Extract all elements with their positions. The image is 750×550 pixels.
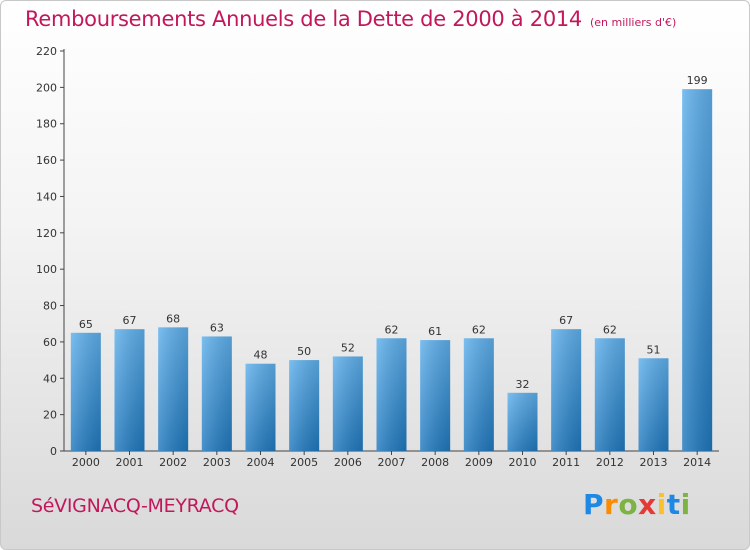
chart-subtitle: (en milliers d'€) [590, 16, 677, 29]
bar-shade-2001 [114, 329, 145, 451]
y-tick-label: 220 [36, 45, 57, 58]
x-tick-label: 2011 [552, 456, 580, 469]
y-tick-label: 80 [43, 300, 57, 313]
bar-value-label: 51 [647, 343, 661, 356]
bar-shade-2009 [463, 338, 494, 451]
y-tick-label: 60 [43, 336, 57, 349]
bar-value-label: 62 [603, 323, 617, 336]
bar-value-label: 61 [428, 325, 442, 338]
bar-value-label: 48 [254, 349, 268, 362]
y-tick-label: 40 [43, 372, 57, 385]
x-tick-label: 2001 [116, 456, 144, 469]
bar-value-label: 32 [516, 378, 530, 391]
bar-shade-2002 [158, 327, 189, 451]
bar-shade-2004 [245, 363, 276, 451]
bar-value-label: 67 [123, 314, 137, 327]
x-tick-label: 2002 [159, 456, 187, 469]
bar-shade-2000 [70, 332, 101, 451]
city-name: SéVIGNACQ-MEYRACQ [31, 495, 239, 517]
chart-axes: 0 20 40 60 80 100 120 140 160 180 200 220 2000 2001 20… [36, 45, 719, 469]
x-tick-label: 2006 [334, 456, 362, 469]
x-tick-label: 2007 [378, 456, 406, 469]
bar-value-label: 62 [385, 323, 399, 336]
y-tick-label: 100 [36, 263, 57, 276]
y-tick-label: 20 [43, 409, 57, 422]
bar-value-label: 62 [472, 323, 486, 336]
bar-value-label: 68 [166, 312, 180, 325]
bar-value-label: 65 [79, 318, 93, 331]
bar-value-label: 63 [210, 321, 224, 334]
bar-shade-2011 [551, 329, 582, 451]
bar-shade-2003 [201, 336, 232, 451]
x-tick-label: 2005 [290, 456, 318, 469]
bar-shade-2010 [507, 392, 538, 451]
y-tick-label: 180 [36, 118, 57, 131]
bar-shade-2007 [376, 338, 407, 451]
bar-value-label: 50 [297, 345, 311, 358]
proxiti-logo: Proxiti [583, 488, 691, 521]
bar-shade-2008 [420, 340, 451, 451]
x-tick-label: 2009 [465, 456, 493, 469]
x-tick-label: 2003 [203, 456, 231, 469]
bar-value-label: 67 [559, 314, 573, 327]
x-tick-label: 2014 [683, 456, 711, 469]
bar-shade-2013 [638, 358, 669, 451]
bar-shade-2014 [682, 89, 713, 451]
logo-letter: i [680, 488, 691, 521]
logo-letter: o [618, 488, 639, 521]
y-tick-label: 120 [36, 227, 57, 240]
x-tick-label: 2012 [596, 456, 624, 469]
bar-shade-2006 [332, 356, 363, 451]
logo-letter: x [638, 488, 657, 521]
bar-shade-2005 [289, 360, 320, 451]
logo-letter: P [583, 488, 605, 521]
logo-letter: t [666, 488, 681, 521]
chart-bars: 65 67 68 63 48 50 52 62 61 62 32 67 62 51 199 [70, 74, 713, 451]
bar-value-label: 199 [687, 74, 708, 87]
x-tick-label: 2010 [509, 456, 537, 469]
x-tick-label: 2013 [640, 456, 668, 469]
chart-title: Remboursements Annuels de la Dette de 20… [25, 7, 676, 31]
x-tick-label: 2000 [72, 456, 100, 469]
x-tick-label: 2008 [421, 456, 449, 469]
y-tick-label: 140 [36, 190, 57, 203]
bar-shade-2012 [594, 338, 625, 451]
chart-title-text: Remboursements Annuels de la Dette de 20… [25, 7, 582, 31]
x-tick-label: 2004 [247, 456, 275, 469]
bar-value-label: 52 [341, 341, 355, 354]
logo-letter: i [656, 488, 667, 521]
y-tick-label: 160 [36, 154, 57, 167]
y-tick-label: 0 [50, 445, 57, 458]
logo-letter: r [604, 488, 619, 521]
y-tick-label: 200 [36, 81, 57, 94]
